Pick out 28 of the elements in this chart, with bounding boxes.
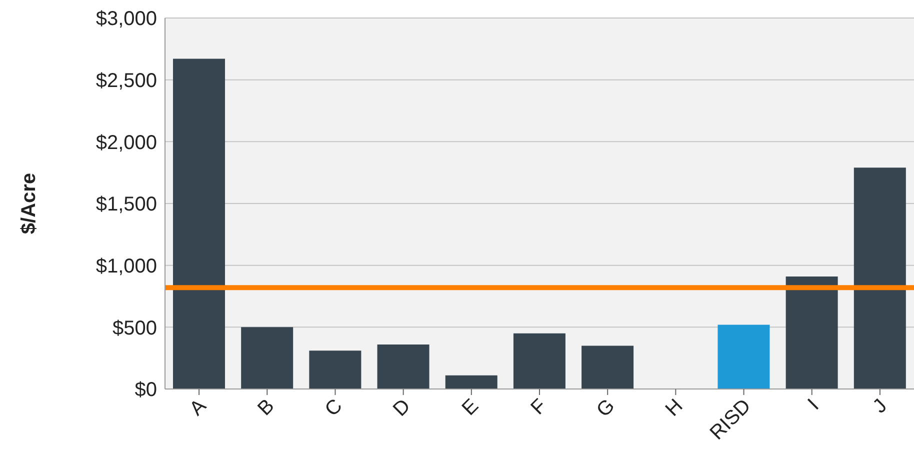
y-tick-label: $1,000 xyxy=(96,255,157,278)
x-tick-label: H xyxy=(661,394,688,421)
x-tick-label: E xyxy=(458,394,483,420)
x-tick-label: I xyxy=(804,394,824,414)
bar xyxy=(445,375,498,389)
bar xyxy=(582,346,634,389)
x-tick-label: F xyxy=(526,394,552,420)
bar xyxy=(377,344,430,389)
bar xyxy=(241,327,294,389)
bar xyxy=(173,58,225,389)
y-tick-label: $3,000 xyxy=(96,8,157,30)
bar xyxy=(513,333,566,389)
y-tick-label: $1,500 xyxy=(96,194,157,216)
bar xyxy=(718,324,770,389)
y-tick-label: $2,500 xyxy=(96,70,157,92)
bar xyxy=(309,350,362,389)
x-tick-label: A xyxy=(186,394,212,420)
x-tick-label: G xyxy=(592,394,620,422)
bar xyxy=(854,168,906,389)
x-tick-label: C xyxy=(320,394,347,421)
x-tick-label: B xyxy=(254,394,279,420)
x-tick-label: D xyxy=(389,394,415,421)
y-tick-label: $500 xyxy=(112,317,157,340)
y-tick-label: $0 xyxy=(134,379,157,402)
y-axis-title: $/Acre xyxy=(18,172,40,234)
y-tick-label: $2,000 xyxy=(96,132,157,154)
bar xyxy=(786,276,838,389)
x-tick-label: J xyxy=(868,394,892,418)
